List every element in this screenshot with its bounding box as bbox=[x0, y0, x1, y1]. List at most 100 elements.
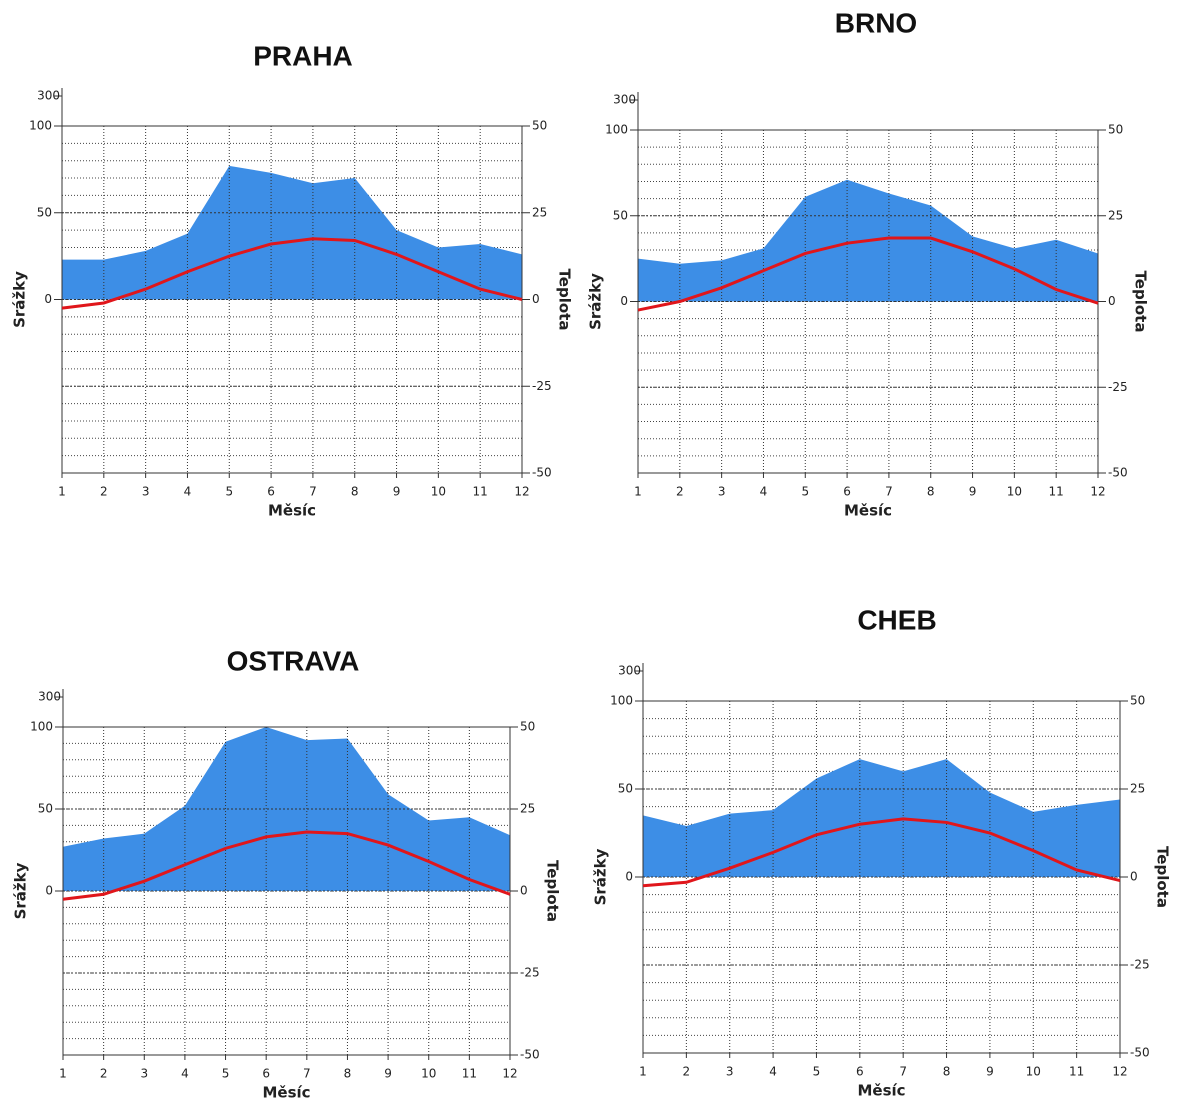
x-tick-label: 1 bbox=[58, 485, 66, 499]
x-tick-label: 1 bbox=[639, 1065, 647, 1079]
y2-tick-label: 0 bbox=[1130, 870, 1138, 884]
x-tick-label: 1 bbox=[59, 1067, 67, 1081]
x-tick-label: 12 bbox=[502, 1067, 517, 1081]
y-break-tick-label: 300 bbox=[38, 690, 61, 704]
y-break-tick-label: 300 bbox=[37, 89, 60, 103]
y-tick-label: 0 bbox=[45, 884, 53, 898]
x-tick-label: 8 bbox=[943, 1065, 951, 1079]
y-tick-label: 100 bbox=[29, 119, 52, 133]
chart-title: BRNO bbox=[835, 7, 917, 38]
x-tick-label: 7 bbox=[885, 485, 893, 499]
x-tick-label: 6 bbox=[856, 1065, 864, 1079]
y2-tick-label: -50 bbox=[1130, 1046, 1150, 1060]
x-tick-label: 6 bbox=[262, 1067, 270, 1081]
temperature-line bbox=[642, 817, 1121, 888]
x-tick-label: 10 bbox=[1007, 485, 1022, 499]
x-tick-label: 3 bbox=[142, 485, 150, 499]
x-tick-label: 3 bbox=[726, 1065, 734, 1079]
x-tick-label: 8 bbox=[927, 485, 935, 499]
x-tick-label: 4 bbox=[184, 485, 192, 499]
temperature-line bbox=[61, 237, 523, 310]
y2-axis-label: Teplota bbox=[544, 860, 562, 922]
precipitation-area bbox=[62, 165, 522, 300]
x-tick-label: 8 bbox=[344, 1067, 352, 1081]
x-tick-label: 12 bbox=[1090, 485, 1105, 499]
y2-axis-label: Teplota bbox=[556, 269, 574, 331]
y-break-tick-label: 300 bbox=[613, 93, 636, 107]
x-tick-label: 2 bbox=[100, 1067, 108, 1081]
y-axis-label: Srážky bbox=[12, 862, 30, 919]
y2-tick-label: 50 bbox=[520, 720, 535, 734]
x-tick-label: 4 bbox=[769, 1065, 777, 1079]
y-tick-label: 100 bbox=[30, 720, 53, 734]
x-tick-label: 8 bbox=[351, 485, 359, 499]
x-tick-label: 10 bbox=[431, 485, 446, 499]
y2-tick-label: 0 bbox=[532, 292, 540, 306]
temperature-line bbox=[637, 236, 1099, 312]
precipitation-area bbox=[643, 759, 1120, 877]
temperature-line bbox=[62, 830, 511, 901]
y-tick-label: 100 bbox=[610, 694, 633, 708]
chart-title: PRAHA bbox=[253, 40, 353, 71]
x-tick-label: 10 bbox=[1026, 1065, 1041, 1079]
y2-tick-label: -50 bbox=[532, 466, 552, 480]
x-tick-label: 9 bbox=[986, 1065, 994, 1079]
y2-tick-label: 0 bbox=[520, 884, 528, 898]
y-axis-label: Srážky bbox=[587, 273, 605, 330]
y2-tick-label: -25 bbox=[532, 379, 552, 393]
x-tick-label: 6 bbox=[267, 485, 275, 499]
y2-tick-label: 50 bbox=[1130, 694, 1145, 708]
x-tick-label: 1 bbox=[634, 485, 642, 499]
y2-tick-label: -25 bbox=[520, 966, 540, 980]
y-tick-label: 50 bbox=[613, 208, 628, 222]
y-tick-label: 0 bbox=[620, 294, 628, 308]
x-tick-label: 10 bbox=[421, 1067, 436, 1081]
y2-tick-label: -25 bbox=[1108, 380, 1128, 394]
y2-tick-label: -25 bbox=[1130, 958, 1150, 972]
x-tick-label: 5 bbox=[222, 1067, 230, 1081]
x-tick-label: 11 bbox=[473, 485, 488, 499]
x-tick-label: 2 bbox=[676, 485, 684, 499]
y2-tick-label: 25 bbox=[1108, 208, 1123, 222]
x-axis-label: Měsíc bbox=[268, 502, 316, 520]
x-tick-label: 3 bbox=[718, 485, 726, 499]
x-tick-label: 2 bbox=[100, 485, 108, 499]
y2-tick-label: -50 bbox=[520, 1048, 540, 1062]
y2-tick-label: -50 bbox=[1108, 466, 1128, 480]
y-break-tick-label: 300 bbox=[618, 664, 641, 678]
x-tick-label: 5 bbox=[813, 1065, 821, 1079]
x-tick-label: 11 bbox=[462, 1067, 477, 1081]
chart-title: OSTRAVA bbox=[227, 645, 360, 676]
x-tick-label: 9 bbox=[969, 485, 977, 499]
x-tick-label: 11 bbox=[1049, 485, 1064, 499]
x-tick-label: 7 bbox=[303, 1067, 311, 1081]
y-tick-label: 50 bbox=[37, 205, 52, 219]
x-tick-label: 9 bbox=[384, 1067, 392, 1081]
x-tick-label: 4 bbox=[760, 485, 768, 499]
x-tick-label: 3 bbox=[140, 1067, 148, 1081]
y2-tick-label: 0 bbox=[1108, 294, 1116, 308]
y2-axis-label: Teplota bbox=[1132, 271, 1150, 333]
x-tick-label: 2 bbox=[683, 1065, 691, 1079]
x-tick-label: 11 bbox=[1069, 1065, 1084, 1079]
y-axis-label: Srážky bbox=[11, 271, 29, 328]
chart-title: CHEB bbox=[857, 604, 936, 635]
y2-tick-label: 50 bbox=[532, 119, 547, 133]
y2-tick-label: 25 bbox=[520, 802, 535, 816]
y-tick-label: 0 bbox=[625, 870, 633, 884]
y-tick-label: 100 bbox=[605, 123, 628, 137]
x-tick-label: 7 bbox=[899, 1065, 907, 1079]
x-tick-label: 6 bbox=[843, 485, 851, 499]
y-tick-label: 50 bbox=[618, 782, 633, 796]
y2-tick-label: 25 bbox=[1130, 782, 1145, 796]
y2-axis-label: Teplota bbox=[1154, 846, 1172, 908]
y-tick-label: 50 bbox=[38, 802, 53, 816]
y2-tick-label: 50 bbox=[1108, 123, 1123, 137]
x-axis-label: Měsíc bbox=[262, 1084, 310, 1102]
y-tick-label: 0 bbox=[44, 292, 52, 306]
x-tick-label: 4 bbox=[181, 1067, 189, 1081]
